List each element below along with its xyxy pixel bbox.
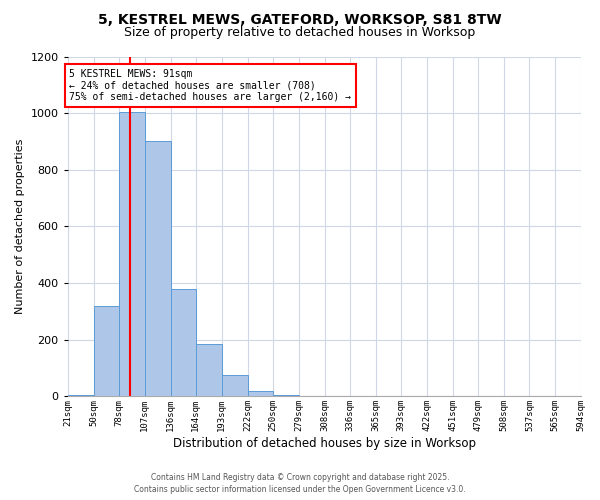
Text: 5 KESTREL MEWS: 91sqm
← 24% of detached houses are smaller (708)
75% of semi-det: 5 KESTREL MEWS: 91sqm ← 24% of detached … bbox=[70, 69, 352, 102]
Bar bbox=[68, 395, 94, 396]
Bar bbox=[170, 289, 196, 397]
Bar bbox=[145, 142, 170, 396]
Bar bbox=[248, 391, 272, 396]
Text: Size of property relative to detached houses in Worksop: Size of property relative to detached ho… bbox=[124, 26, 476, 39]
X-axis label: Distribution of detached houses by size in Worksop: Distribution of detached houses by size … bbox=[173, 437, 476, 450]
Bar bbox=[196, 344, 221, 397]
Bar bbox=[119, 112, 145, 397]
Bar bbox=[221, 375, 248, 396]
Bar bbox=[94, 306, 119, 396]
Text: 5, KESTREL MEWS, GATEFORD, WORKSOP, S81 8TW: 5, KESTREL MEWS, GATEFORD, WORKSOP, S81 … bbox=[98, 12, 502, 26]
Bar bbox=[272, 395, 299, 396]
Text: Contains HM Land Registry data © Crown copyright and database right 2025.
Contai: Contains HM Land Registry data © Crown c… bbox=[134, 472, 466, 494]
Y-axis label: Number of detached properties: Number of detached properties bbox=[15, 139, 25, 314]
